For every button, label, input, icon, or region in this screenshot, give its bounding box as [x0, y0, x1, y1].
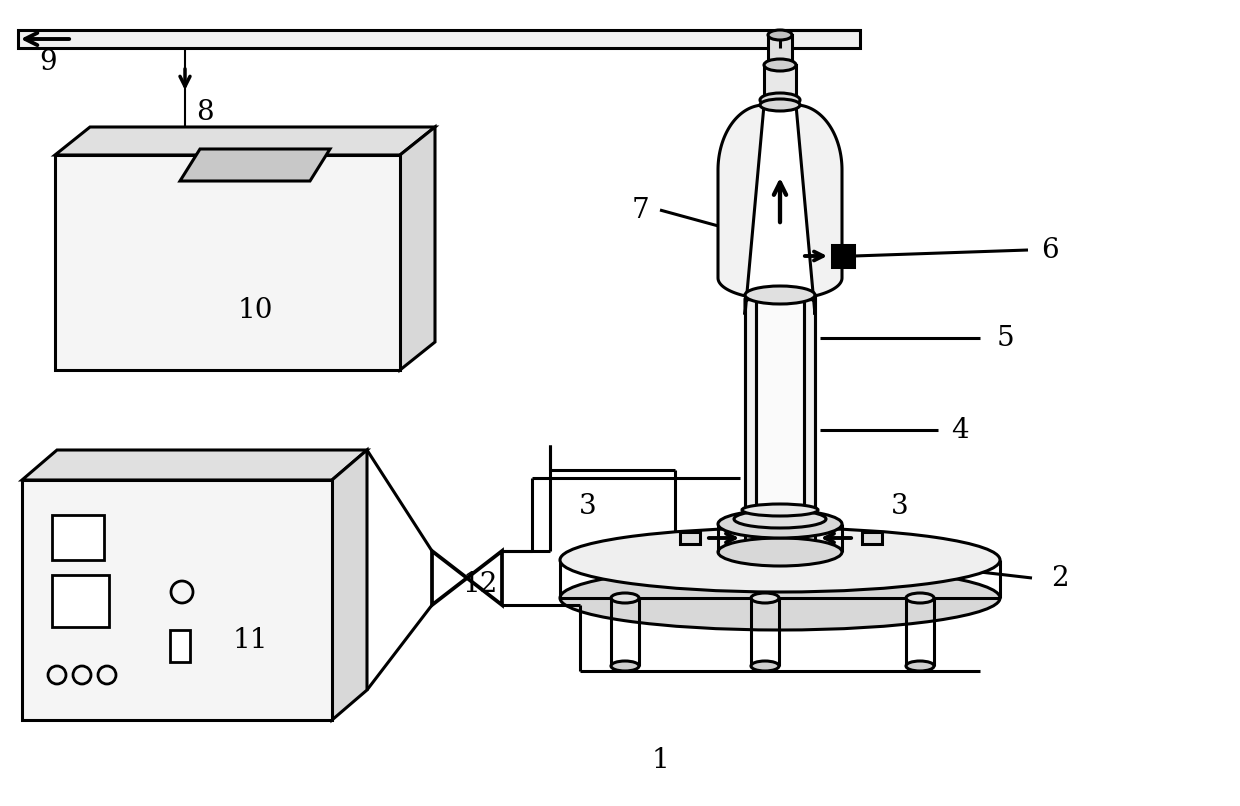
Polygon shape [467, 551, 502, 605]
Text: 3: 3 [579, 492, 596, 520]
Text: 12: 12 [463, 571, 497, 599]
Polygon shape [180, 149, 330, 181]
Polygon shape [55, 127, 435, 155]
Polygon shape [55, 155, 401, 370]
Ellipse shape [742, 504, 818, 516]
Bar [832, 245, 854, 267]
Ellipse shape [611, 593, 639, 603]
Text: 9: 9 [40, 48, 57, 76]
Polygon shape [332, 450, 367, 720]
Ellipse shape [768, 60, 792, 70]
Bar [52, 515, 104, 560]
Bar [680, 532, 701, 544]
Text: 3: 3 [892, 492, 909, 520]
Ellipse shape [760, 93, 800, 107]
Ellipse shape [560, 566, 999, 630]
Text: 2: 2 [1052, 564, 1069, 592]
Ellipse shape [611, 661, 639, 671]
Ellipse shape [718, 510, 842, 538]
Polygon shape [745, 295, 815, 543]
Ellipse shape [906, 593, 934, 603]
Polygon shape [432, 551, 467, 605]
Text: 4: 4 [951, 417, 968, 443]
Polygon shape [19, 30, 861, 48]
Ellipse shape [751, 661, 779, 671]
Text: 11: 11 [232, 626, 268, 654]
Polygon shape [756, 300, 804, 543]
Polygon shape [22, 480, 332, 720]
Text: 1: 1 [651, 746, 668, 774]
Ellipse shape [906, 661, 934, 671]
Text: 6: 6 [1042, 236, 1059, 264]
Polygon shape [718, 105, 842, 314]
Ellipse shape [751, 593, 779, 603]
Ellipse shape [760, 99, 800, 111]
Bar [862, 532, 882, 544]
Text: 7: 7 [631, 197, 649, 223]
Ellipse shape [745, 286, 815, 304]
Ellipse shape [764, 59, 796, 71]
Ellipse shape [768, 30, 792, 40]
Ellipse shape [560, 528, 999, 592]
Text: 8: 8 [196, 98, 213, 126]
Text: 5: 5 [996, 325, 1014, 351]
Polygon shape [22, 450, 367, 480]
Text: 10: 10 [237, 297, 273, 323]
Ellipse shape [718, 538, 842, 566]
Polygon shape [401, 127, 435, 370]
Bar [764, 65, 796, 100]
Bar [768, 35, 792, 65]
Bar [170, 630, 190, 662]
Ellipse shape [734, 510, 826, 528]
Bar [52, 575, 109, 627]
